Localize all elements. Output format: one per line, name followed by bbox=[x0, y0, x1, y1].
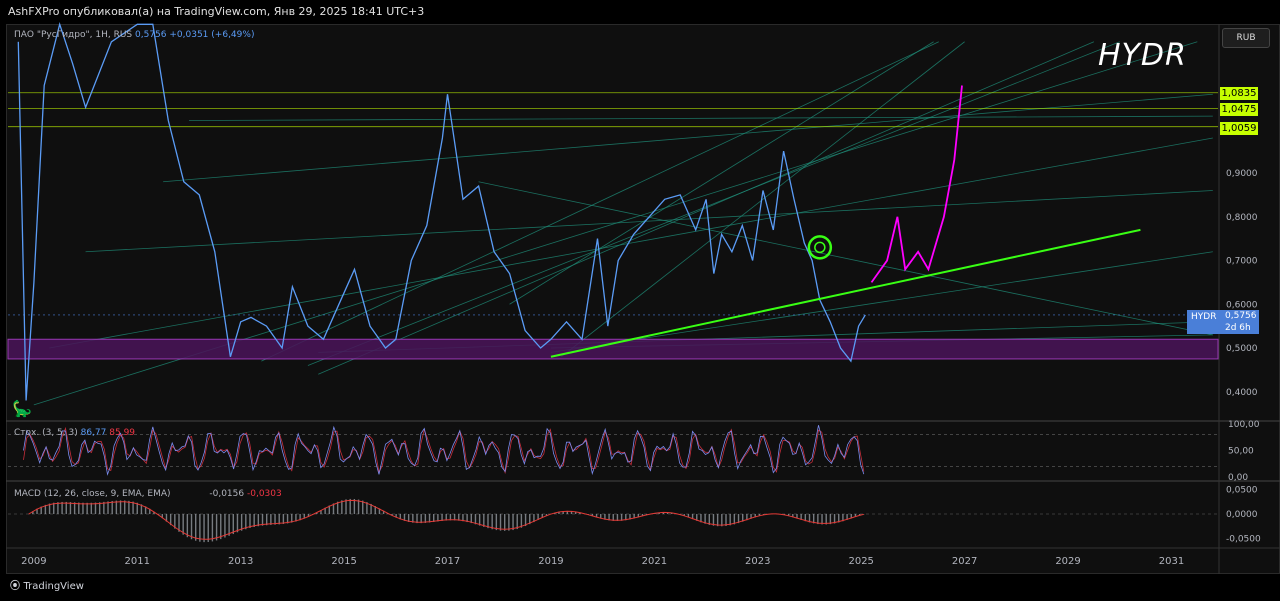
currency-button[interactable]: RUB bbox=[1222, 28, 1270, 48]
footer-brand: ⦿ TradingView bbox=[0, 577, 1280, 601]
time-tick-label: 2019 bbox=[538, 556, 563, 567]
macd-signal-line bbox=[28, 499, 864, 540]
highlight-circle bbox=[807, 235, 833, 260]
tradingview-dino-icon: 🦕 bbox=[12, 399, 32, 418]
level-label-3: 1,0059 bbox=[1220, 122, 1258, 135]
stoch-tick-label: 100,00 bbox=[1228, 420, 1260, 430]
macd-label: MACD (12, 26, close, 9, EMA, EMA) bbox=[14, 489, 171, 499]
trend-fan-line bbox=[85, 190, 1213, 253]
watermark-title: HYDR bbox=[1098, 38, 1187, 73]
macd-legend: MACD (12, 26, close, 9, EMA, EMA) -0,015… bbox=[14, 489, 282, 499]
trend-fan-line bbox=[188, 115, 1213, 121]
price-tick-label: 0,6000 bbox=[1226, 300, 1258, 310]
price-tick-label: 0,8000 bbox=[1226, 213, 1258, 223]
time-tick-label: 2015 bbox=[331, 556, 356, 567]
forecast-path bbox=[870, 85, 963, 283]
trend-fan-line bbox=[307, 41, 1120, 366]
level-label-1: 1,0835 bbox=[1220, 87, 1258, 100]
level-label-2: 1,0475 bbox=[1220, 103, 1258, 116]
stoch-k-line bbox=[23, 425, 865, 476]
price-tag-price: 0,5756 bbox=[1225, 311, 1257, 321]
stoch-d-value: 85,99 bbox=[109, 428, 136, 438]
macd-hist-value: -0,0156 bbox=[209, 489, 245, 499]
trend-fan-line bbox=[49, 137, 1213, 349]
publication-header: AshFXPro опубликовал(а) на TradingView.c… bbox=[0, 0, 1280, 24]
symbol-legend: ПАО "РусГидро", 1Н, RUS 0,5756 +0,0351 (… bbox=[14, 30, 254, 40]
time-tick-label: 2023 bbox=[745, 556, 770, 567]
last-price: 0,5756 bbox=[135, 30, 167, 40]
macd-value: -0,0303 bbox=[247, 489, 282, 499]
trend-fan-line bbox=[509, 41, 934, 305]
time-tick-label: 2031 bbox=[1159, 556, 1184, 567]
price-tick-label: 0,9000 bbox=[1226, 169, 1258, 179]
time-tick-label: 2009 bbox=[21, 556, 46, 567]
time-tick-label: 2017 bbox=[435, 556, 460, 567]
chart-area[interactable] bbox=[6, 24, 1280, 574]
price-change-pct: (+6,49%) bbox=[211, 30, 255, 40]
time-tick-label: 2011 bbox=[125, 556, 150, 567]
support-zone bbox=[7, 338, 1219, 360]
price-change: +0,0351 bbox=[169, 30, 209, 40]
macd-tick-label: 0,0000 bbox=[1226, 510, 1258, 520]
stoch-tick-label: 50,00 bbox=[1228, 447, 1254, 457]
price-tag-timer: 2d 6h bbox=[1225, 323, 1251, 333]
trend-fan-line bbox=[163, 93, 1213, 183]
time-tick-label: 2027 bbox=[952, 556, 977, 567]
highlight-circle-inner bbox=[814, 241, 826, 254]
trend-fan-line bbox=[261, 41, 939, 362]
price-tag: HYDR 0,5756 2d 6h bbox=[1187, 310, 1259, 334]
time-tick-label: 2021 bbox=[642, 556, 667, 567]
time-tick-label: 2025 bbox=[848, 556, 873, 567]
price-tick-label: 0,5000 bbox=[1226, 344, 1258, 354]
symbol-name: ПАО "РусГидро", 1Н, RUS bbox=[14, 30, 133, 40]
stoch-k-value: 86,77 bbox=[80, 428, 107, 438]
trend-fan-line bbox=[561, 41, 965, 358]
price-tick-label: 0,7000 bbox=[1226, 257, 1258, 267]
macd-tick-label: 0,0500 bbox=[1226, 486, 1258, 496]
stoch-legend: Стох. (3, 5, 3) 86,77 85,99 bbox=[14, 428, 135, 438]
macd-tick-label: -0,0500 bbox=[1226, 535, 1261, 545]
stoch-label: Стох. (3, 5, 3) bbox=[14, 428, 78, 438]
price-tag-symbol: HYDR bbox=[1191, 312, 1217, 322]
support-trend-line bbox=[550, 228, 1141, 358]
stoch-d-line bbox=[23, 426, 865, 475]
tradingview-logo-icon: ⦿ bbox=[10, 581, 24, 592]
trend-fan-line bbox=[318, 41, 1095, 375]
time-tick-label: 2013 bbox=[228, 556, 253, 567]
time-tick-label: 2029 bbox=[1055, 556, 1080, 567]
price-tick-label: 0,4000 bbox=[1226, 388, 1258, 398]
footer-brand-name: TradingView bbox=[23, 581, 84, 592]
stoch-tick-label: 0,00 bbox=[1228, 473, 1248, 483]
trend-fan-line bbox=[550, 251, 1213, 353]
price-line bbox=[17, 21, 866, 401]
trend-fan-line bbox=[478, 181, 1213, 336]
